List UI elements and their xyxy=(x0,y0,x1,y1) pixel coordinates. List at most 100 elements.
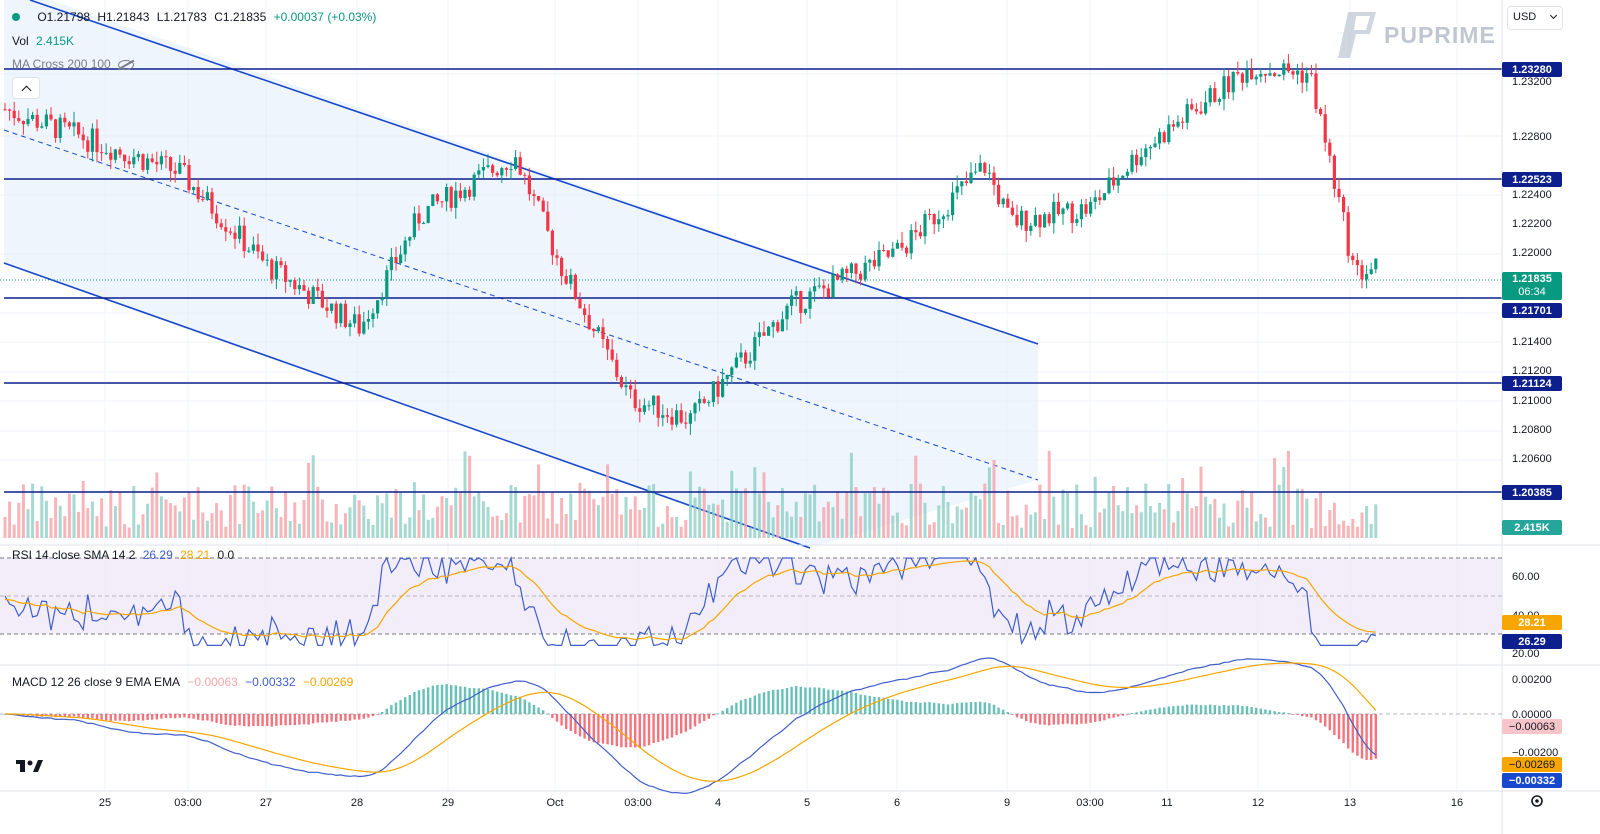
time-tick-label: 16 xyxy=(1451,797,1463,809)
volume-bar xyxy=(721,499,725,538)
volume-bar xyxy=(868,493,872,538)
candle-body xyxy=(1263,73,1267,76)
macd-hist-bar xyxy=(1333,714,1336,736)
candle-body xyxy=(955,186,959,193)
macd-hist-bar xyxy=(72,714,76,717)
rsi-tick-label: 20.00 xyxy=(1512,648,1540,660)
candle-body xyxy=(555,255,559,258)
candle-body xyxy=(307,290,311,304)
volume-bar xyxy=(104,526,108,538)
volume-bar xyxy=(1346,525,1350,538)
high-value: H1.21843 xyxy=(97,10,150,24)
macd-hist-bar xyxy=(49,714,53,717)
macd-hist-bar xyxy=(647,714,651,746)
macd-hist-bar xyxy=(1296,714,1299,715)
volume-bar xyxy=(1181,478,1185,538)
volume-bar xyxy=(1250,491,1254,538)
volume-bar xyxy=(1033,512,1037,538)
candle-body xyxy=(656,395,660,418)
volume-bar xyxy=(955,506,959,538)
volume-bar xyxy=(1176,511,1180,538)
candle-body xyxy=(256,244,260,252)
macd-hist-bar xyxy=(565,714,568,729)
volume-bar xyxy=(555,523,559,538)
macd-tick-label: 0.00200 xyxy=(1512,674,1552,686)
volume-bar xyxy=(1277,484,1281,538)
macd-hist-bar xyxy=(82,714,85,718)
tradingview-logo-icon xyxy=(16,760,43,772)
currency-select[interactable]: USD xyxy=(1507,6,1563,30)
volume-bar xyxy=(343,513,347,538)
candle-body xyxy=(698,398,702,404)
volume-bar xyxy=(1038,484,1042,538)
macd-hist-bar xyxy=(785,687,789,714)
candle-body xyxy=(1075,219,1079,223)
candle-body xyxy=(12,110,16,119)
candle-body xyxy=(721,379,725,397)
volume-bar xyxy=(486,506,490,538)
candle-body xyxy=(826,288,830,298)
candle-body xyxy=(403,240,407,255)
volume-bar xyxy=(477,491,481,538)
ma-legend[interactable]: MA Cross 200 100 xyxy=(12,57,138,71)
volume-bar xyxy=(693,497,697,538)
macd-hist-bar xyxy=(118,714,122,721)
price-tick-label: 1.21000 xyxy=(1512,395,1552,407)
candle-body xyxy=(463,189,467,199)
volume-bar xyxy=(1190,508,1194,538)
time-tick-label: 11 xyxy=(1161,797,1172,809)
macd-hist-bar xyxy=(413,691,416,714)
macd-hist-bar xyxy=(164,714,168,718)
volume-bar xyxy=(1006,490,1010,538)
candle-body xyxy=(95,128,99,153)
volume-bar xyxy=(1070,527,1074,538)
candle-body xyxy=(412,213,416,238)
candle-body xyxy=(1190,104,1194,110)
time-tick-label: 25 xyxy=(99,797,111,809)
candle-body xyxy=(155,161,159,165)
macd-hist-bar xyxy=(928,702,931,714)
candle-body xyxy=(969,172,973,184)
candle-body xyxy=(665,415,669,417)
volume-bar xyxy=(1061,489,1065,538)
macd-hist-bar xyxy=(942,703,945,714)
volume-bar xyxy=(859,516,863,538)
candle-body xyxy=(132,157,136,165)
candle-body xyxy=(1360,265,1364,280)
gear-icon[interactable] xyxy=(1531,795,1543,807)
macd-hist-bar xyxy=(215,714,218,723)
macd-hist-bar xyxy=(394,702,398,714)
volume-bar xyxy=(550,491,554,538)
eye-hidden-icon[interactable] xyxy=(117,59,135,70)
macd-hist-bar xyxy=(1149,709,1152,714)
macd-hist-bar xyxy=(404,697,407,714)
candle-body xyxy=(711,381,715,403)
candle-body xyxy=(17,118,21,121)
candle-body xyxy=(1162,132,1166,143)
collapse-legend-button[interactable] xyxy=(12,77,40,99)
macd-hist-bar xyxy=(132,714,135,721)
volume-bar xyxy=(1263,517,1267,538)
macd-hist-bar xyxy=(302,714,306,725)
candle-body xyxy=(109,152,113,160)
candle-body xyxy=(854,263,858,274)
macd-hist-bar xyxy=(109,714,112,721)
volume-bar xyxy=(1227,526,1231,538)
candle-body xyxy=(923,213,927,237)
candle-body xyxy=(77,122,81,135)
volume-bar xyxy=(1167,483,1171,538)
volume-bar xyxy=(882,487,886,538)
macd-hist-bar xyxy=(735,702,738,714)
macd-hist-bar xyxy=(891,699,894,714)
volume-bar xyxy=(652,484,656,538)
candle-body xyxy=(790,295,794,306)
macd-hist-bar xyxy=(1241,706,1244,714)
candle-body xyxy=(242,225,246,252)
volume-bar xyxy=(987,467,991,538)
volume-bar xyxy=(642,507,646,538)
candle-body xyxy=(113,149,117,160)
candle-body xyxy=(81,134,85,141)
candle-body xyxy=(799,291,803,314)
volume-bar xyxy=(1144,483,1148,538)
